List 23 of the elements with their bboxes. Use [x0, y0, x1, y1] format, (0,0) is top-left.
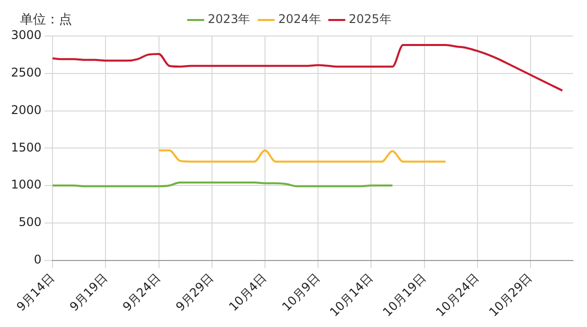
y-tick-label: 1000 [10, 178, 42, 192]
line-series [52, 44, 564, 92]
y-tick-label: 1500 [10, 140, 42, 154]
x-tick-label: 9月24日 [120, 270, 164, 314]
y-axis-title: 单位：点 [20, 12, 72, 28]
x-tick-label: 10月14日 [327, 270, 376, 320]
x-tick-label: 10月4日 [226, 270, 270, 314]
x-tick-label: 9月29日 [173, 270, 216, 314]
x-tick-label: 10月9日 [279, 270, 322, 314]
x-tick-label: 10月19日 [380, 270, 429, 320]
y-tick-label: 2500 [10, 66, 42, 80]
x-tick-label: 9月14日 [14, 270, 57, 314]
x-tick-label: 9月19日 [66, 270, 110, 314]
legend-label: 2025年 [348, 12, 392, 26]
y-tick-label: 500 [18, 215, 42, 229]
y-tick-label: 0 [34, 252, 42, 266]
x-tick-label: 10月29日 [486, 270, 535, 320]
legend-label: 2024年 [278, 12, 321, 26]
y-tick-label: 2000 [10, 102, 42, 117]
line-series [158, 149, 447, 163]
legend-label: 2023年 [208, 12, 250, 26]
x-tick-label: 10月24日 [433, 270, 482, 320]
y-tick-label: 3000 [10, 28, 42, 42]
